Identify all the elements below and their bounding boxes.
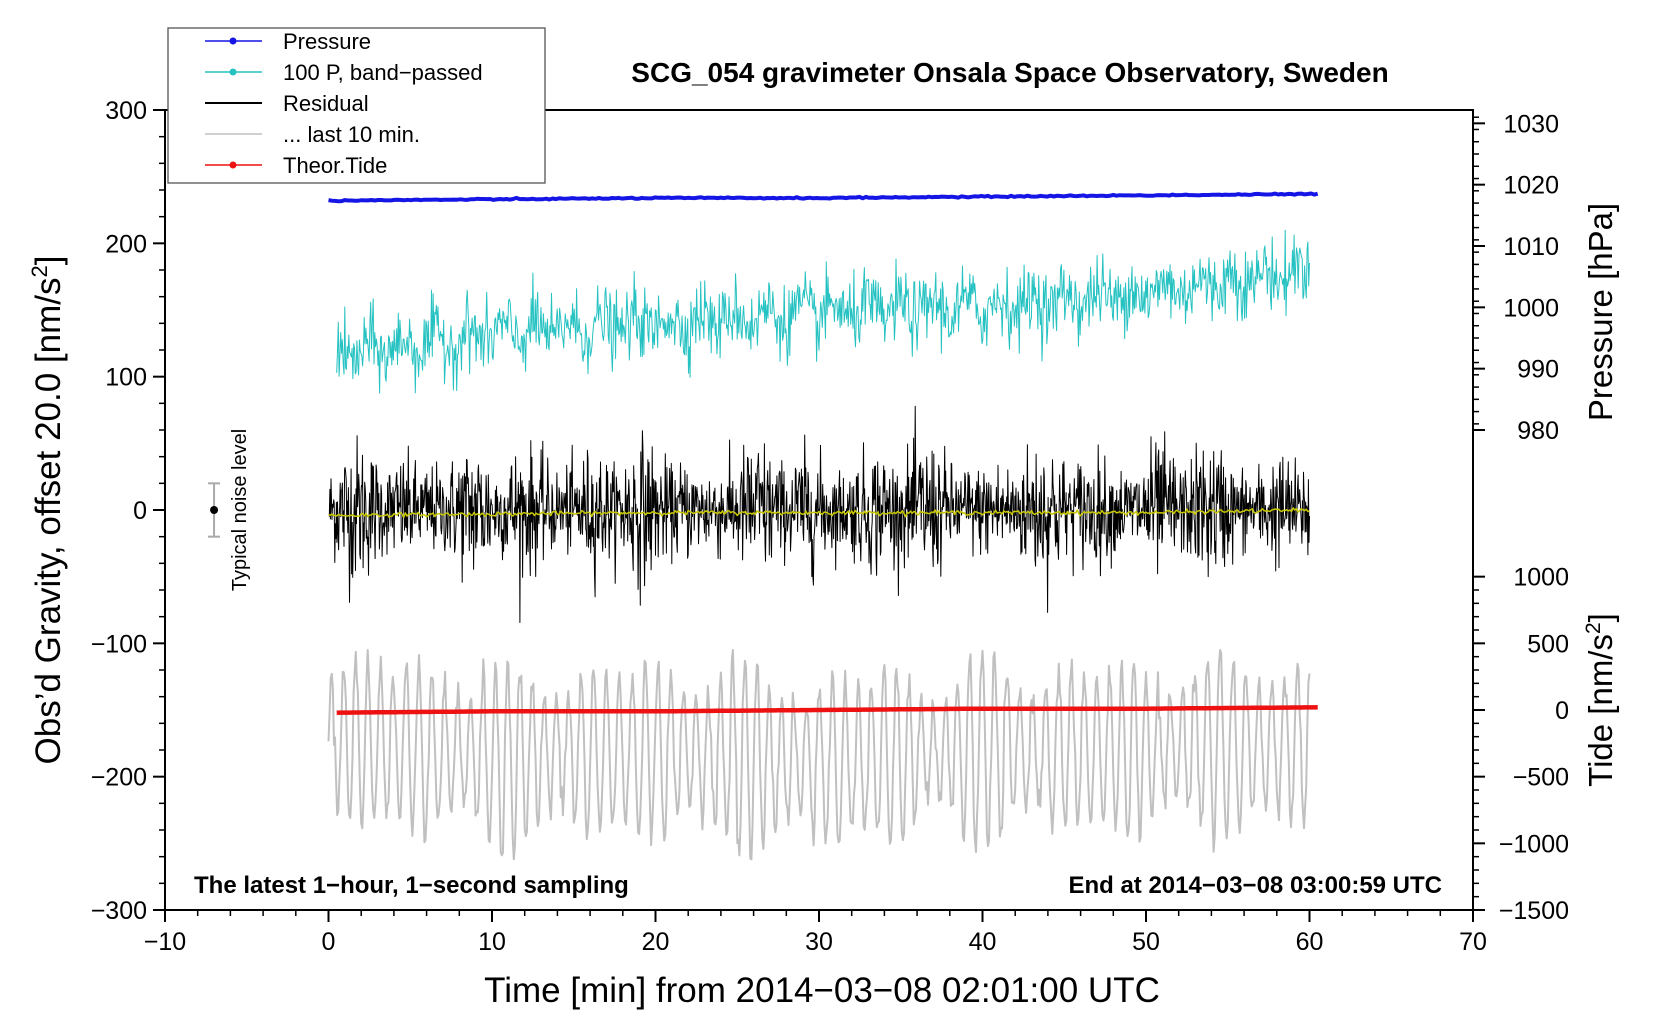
pressure-tick-label: 990 [1517,356,1559,384]
y-tick-label: −200 [91,764,147,792]
y-tick-label: −300 [91,897,147,925]
y-tick-label: 100 [105,364,147,392]
noise-bar-center [210,506,219,514]
y-tick-label: 200 [105,230,147,258]
legend-label: Pressure [283,29,371,54]
tide-tick-label: 1000 [1513,564,1569,592]
noise-label: Typical noise level [229,429,251,591]
x-tick-label: 60 [1296,928,1324,956]
y-tick-label: 300 [105,97,147,125]
x-tick-label: 40 [969,928,997,956]
legend-label: Residual [283,91,369,116]
tide-tick-label: −1000 [1499,830,1569,858]
series-residual-smoothed [328,507,1310,519]
tide-tick-label: −500 [1513,764,1569,792]
y-axis-label-left: Obs’d Gravity, offset 20.0 [nm/s2] [27,256,68,765]
x-tick-label: 30 [805,928,833,956]
chart-title: SCG_054 gravimeter Onsala Space Observat… [631,57,1388,88]
tide-tick-label: 0 [1555,697,1569,725]
series-band-passed [336,229,1310,394]
tide-tick-label: 500 [1527,630,1569,658]
x-tick-label: −10 [144,928,186,956]
legend-label: ... last 10 min. [283,122,420,147]
legend-marker [229,161,237,169]
pressure-tick-label: 1020 [1503,172,1559,200]
y-tick-label: −100 [91,630,147,658]
x-tick-label: 20 [642,928,670,956]
series-last-10-min [327,649,1311,861]
x-axis-label: Time [min] from 2014−03−08 02:01:00 UTC [484,971,1160,1010]
series-theoretical-tide [336,705,1318,715]
legend: Pressure 100 P, band−passed Residual ... la… [167,27,546,184]
legend-marker [229,68,237,76]
y-tick-label: 0 [133,497,147,525]
pressure-tick-label: 980 [1517,417,1559,445]
pressure-tick-label: 1030 [1503,110,1559,138]
y-axis-label-pressure: Pressure [hPa] [1582,203,1619,421]
legend-box [167,27,546,184]
legend-label: Theor.Tide [283,153,387,178]
x-tick-label: 10 [478,928,506,956]
annotation-end-time: End at 2014−03−08 03:00:59 UTC [1068,872,1442,899]
pressure-tick-label: 1000 [1503,294,1559,322]
pressure-tick-label: 1010 [1503,233,1559,261]
x-tick-label: 0 [322,928,336,956]
legend-marker [229,37,237,45]
series-layer [327,191,1319,861]
series-pressure [328,191,1319,204]
y-axis-label-tide: Tide [nm/s2] [1582,613,1619,787]
annotation-sampling: The latest 1−hour, 1−second sampling [194,872,629,899]
x-tick-label: 50 [1132,928,1160,956]
axes-layer: −10 0 10 20 30 40 50 60 70−300−200−1000100200300… [91,97,1569,956]
x-tick-label: 70 [1459,928,1487,956]
tide-tick-label: −1500 [1499,897,1569,925]
legend-label: 100 P, band−passed [283,60,483,85]
noise-bar [208,482,221,538]
